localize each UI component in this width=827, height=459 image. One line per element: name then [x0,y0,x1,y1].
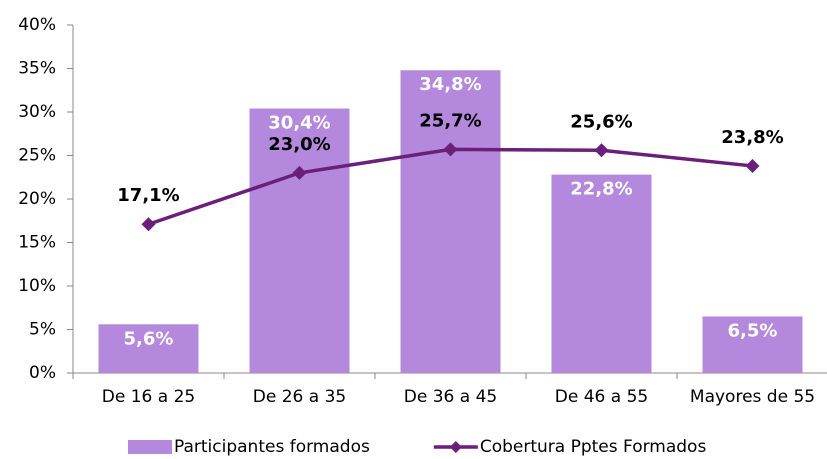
y-tick-label: 20% [18,189,56,209]
line-marker [443,142,458,157]
bar [98,324,199,373]
line-value-label: 23,8% [721,127,783,148]
bar-value-label: 34,8% [419,74,481,95]
bar [249,108,350,374]
bar-value-label: 30,4% [268,113,330,134]
line-value-label: 25,6% [570,111,632,132]
y-tick-label: 30% [18,102,56,122]
x-tick-label: De 46 a 55 [555,387,648,407]
legend-swatch [128,440,172,454]
line-marker [292,165,307,180]
line-value-label: 23,0% [268,134,330,155]
line-marker [745,158,760,173]
bar-value-label: 22,8% [570,179,632,200]
line-marker [141,217,156,232]
bar-value-label: 6,5% [728,320,778,341]
y-tick-label: 35% [18,59,56,79]
line-marker [594,143,609,158]
y-tick-label: 40% [18,15,56,35]
legend-label: Participantes formados [174,437,370,457]
legend-marker [449,441,462,453]
x-tick-label: Mayores de 55 [690,387,815,407]
line-value-label: 17,1% [117,185,179,206]
line-value-label: 25,7% [419,110,481,131]
bar-value-label: 5,6% [124,328,174,349]
x-tick-label: De 36 a 45 [404,387,497,407]
legend-label: Cobertura Pptes Formados [480,437,707,457]
y-tick-label: 5% [29,320,56,340]
y-tick-label: 15% [18,233,56,253]
bar [551,174,652,373]
bar [400,70,501,374]
bar [702,316,803,373]
y-tick-label: 25% [18,146,56,166]
y-tick-label: 0% [29,363,56,383]
x-tick-label: De 26 a 35 [253,387,346,407]
y-tick-label: 10% [18,276,56,296]
x-tick-label: De 16 a 25 [102,387,195,407]
